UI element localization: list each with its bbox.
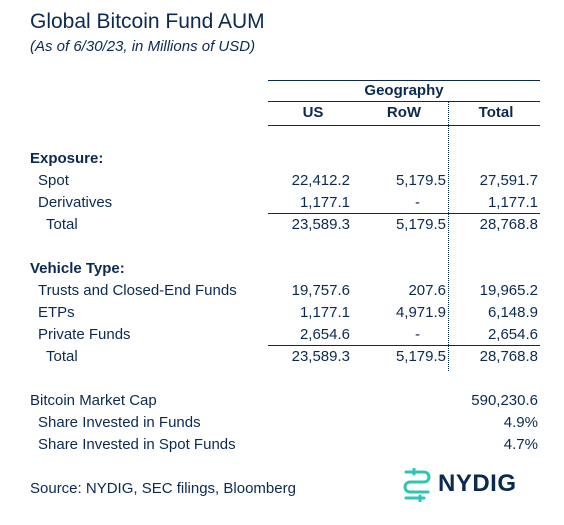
section-label-exposure: Exposure: <box>30 150 104 167</box>
table-row-total: Total 23,589.3 5,179.5 28,768.8 <box>0 216 564 238</box>
logo-wordmark: NYDIG <box>438 470 517 497</box>
cell-row: - <box>415 194 420 211</box>
cell-row: 5,179.5 <box>395 172 446 189</box>
table-row: Spot 22,412.2 5,179.5 27,591.7 <box>0 172 564 194</box>
row-label: Trusts and Closed-End Funds <box>38 282 237 299</box>
chart-title: Global Bitcoin Fund AUM <box>30 10 265 33</box>
geography-header: Geography <box>364 82 444 99</box>
cell-total: 2,654.6 <box>487 326 538 343</box>
table-row: Derivatives 1,177.1 - 1,177.1 <box>0 194 564 216</box>
cell-total: 27,591.7 <box>479 172 538 189</box>
summary-row: Bitcoin Market Cap 590,230.6 <box>0 392 564 414</box>
cell-us: 23,589.3 <box>291 348 350 365</box>
geography-mid-rule <box>268 101 540 102</box>
cell-us: 23,589.3 <box>291 216 350 233</box>
header-bottom-rule <box>268 125 540 126</box>
geography-top-rule <box>268 80 540 81</box>
cell-total: 1,177.1 <box>487 194 538 211</box>
cell-row: 5,179.5 <box>395 348 446 365</box>
subtotal-rule <box>268 213 540 214</box>
cell-us: 1,177.1 <box>299 194 350 211</box>
cell-us: 22,412.2 <box>291 172 350 189</box>
row-label: Total <box>46 348 78 365</box>
source-note: Source: NYDIG, SEC filings, Bloomberg <box>30 480 296 497</box>
summary-value: 4.7% <box>503 436 538 453</box>
table-row: ETPs 1,177.1 4,971.9 6,148.9 <box>0 304 564 326</box>
column-header-us: US <box>302 104 324 121</box>
cell-us: 19,757.6 <box>291 282 350 299</box>
section-label-vehicle-type: Vehicle Type: <box>30 260 125 277</box>
cell-row: 5,179.5 <box>395 216 446 233</box>
cell-total: 6,148.9 <box>487 304 538 321</box>
summary-label: Share Invested in Funds <box>38 414 201 431</box>
subtotal-rule <box>268 345 540 346</box>
cell-us: 2,654.6 <box>299 326 350 343</box>
row-label: Derivatives <box>38 194 113 211</box>
summary-value: 4.9% <box>503 414 538 431</box>
summary-row: Share Invested in Spot Funds 4.7% <box>0 436 564 458</box>
column-header-row: RoW <box>386 104 422 121</box>
table-row-total: Total 23,589.3 5,179.5 28,768.8 <box>0 348 564 370</box>
summary-label: Share Invested in Spot Funds <box>38 436 236 453</box>
row-label: Private Funds <box>38 326 131 343</box>
cell-total: 28,768.8 <box>479 216 538 233</box>
cell-total: 28,768.8 <box>479 348 538 365</box>
summary-value: 590,230.6 <box>471 392 538 409</box>
row-label: Total <box>46 216 78 233</box>
summary-label: Bitcoin Market Cap <box>30 392 157 409</box>
cell-us: 1,177.1 <box>299 304 350 321</box>
table-row: Trusts and Closed-End Funds 19,757.6 207… <box>0 282 564 304</box>
nydig-logo: NYDIG <box>400 466 517 502</box>
row-label: ETPs <box>38 304 75 321</box>
column-header-total: Total <box>478 104 514 121</box>
nydig-logo-icon <box>403 468 431 502</box>
cell-row: 207.6 <box>408 282 446 299</box>
chart-subtitle: (As of 6/30/23, in Millions of USD) <box>30 38 256 55</box>
row-label: Spot <box>38 172 69 189</box>
total-column-divider <box>448 101 449 371</box>
summary-row: Share Invested in Funds 4.9% <box>0 414 564 436</box>
cell-total: 19,965.2 <box>479 282 538 299</box>
cell-row: 4,971.9 <box>395 304 446 321</box>
table-row: Private Funds 2,654.6 - 2,654.6 <box>0 326 564 348</box>
cell-row: - <box>415 326 420 343</box>
